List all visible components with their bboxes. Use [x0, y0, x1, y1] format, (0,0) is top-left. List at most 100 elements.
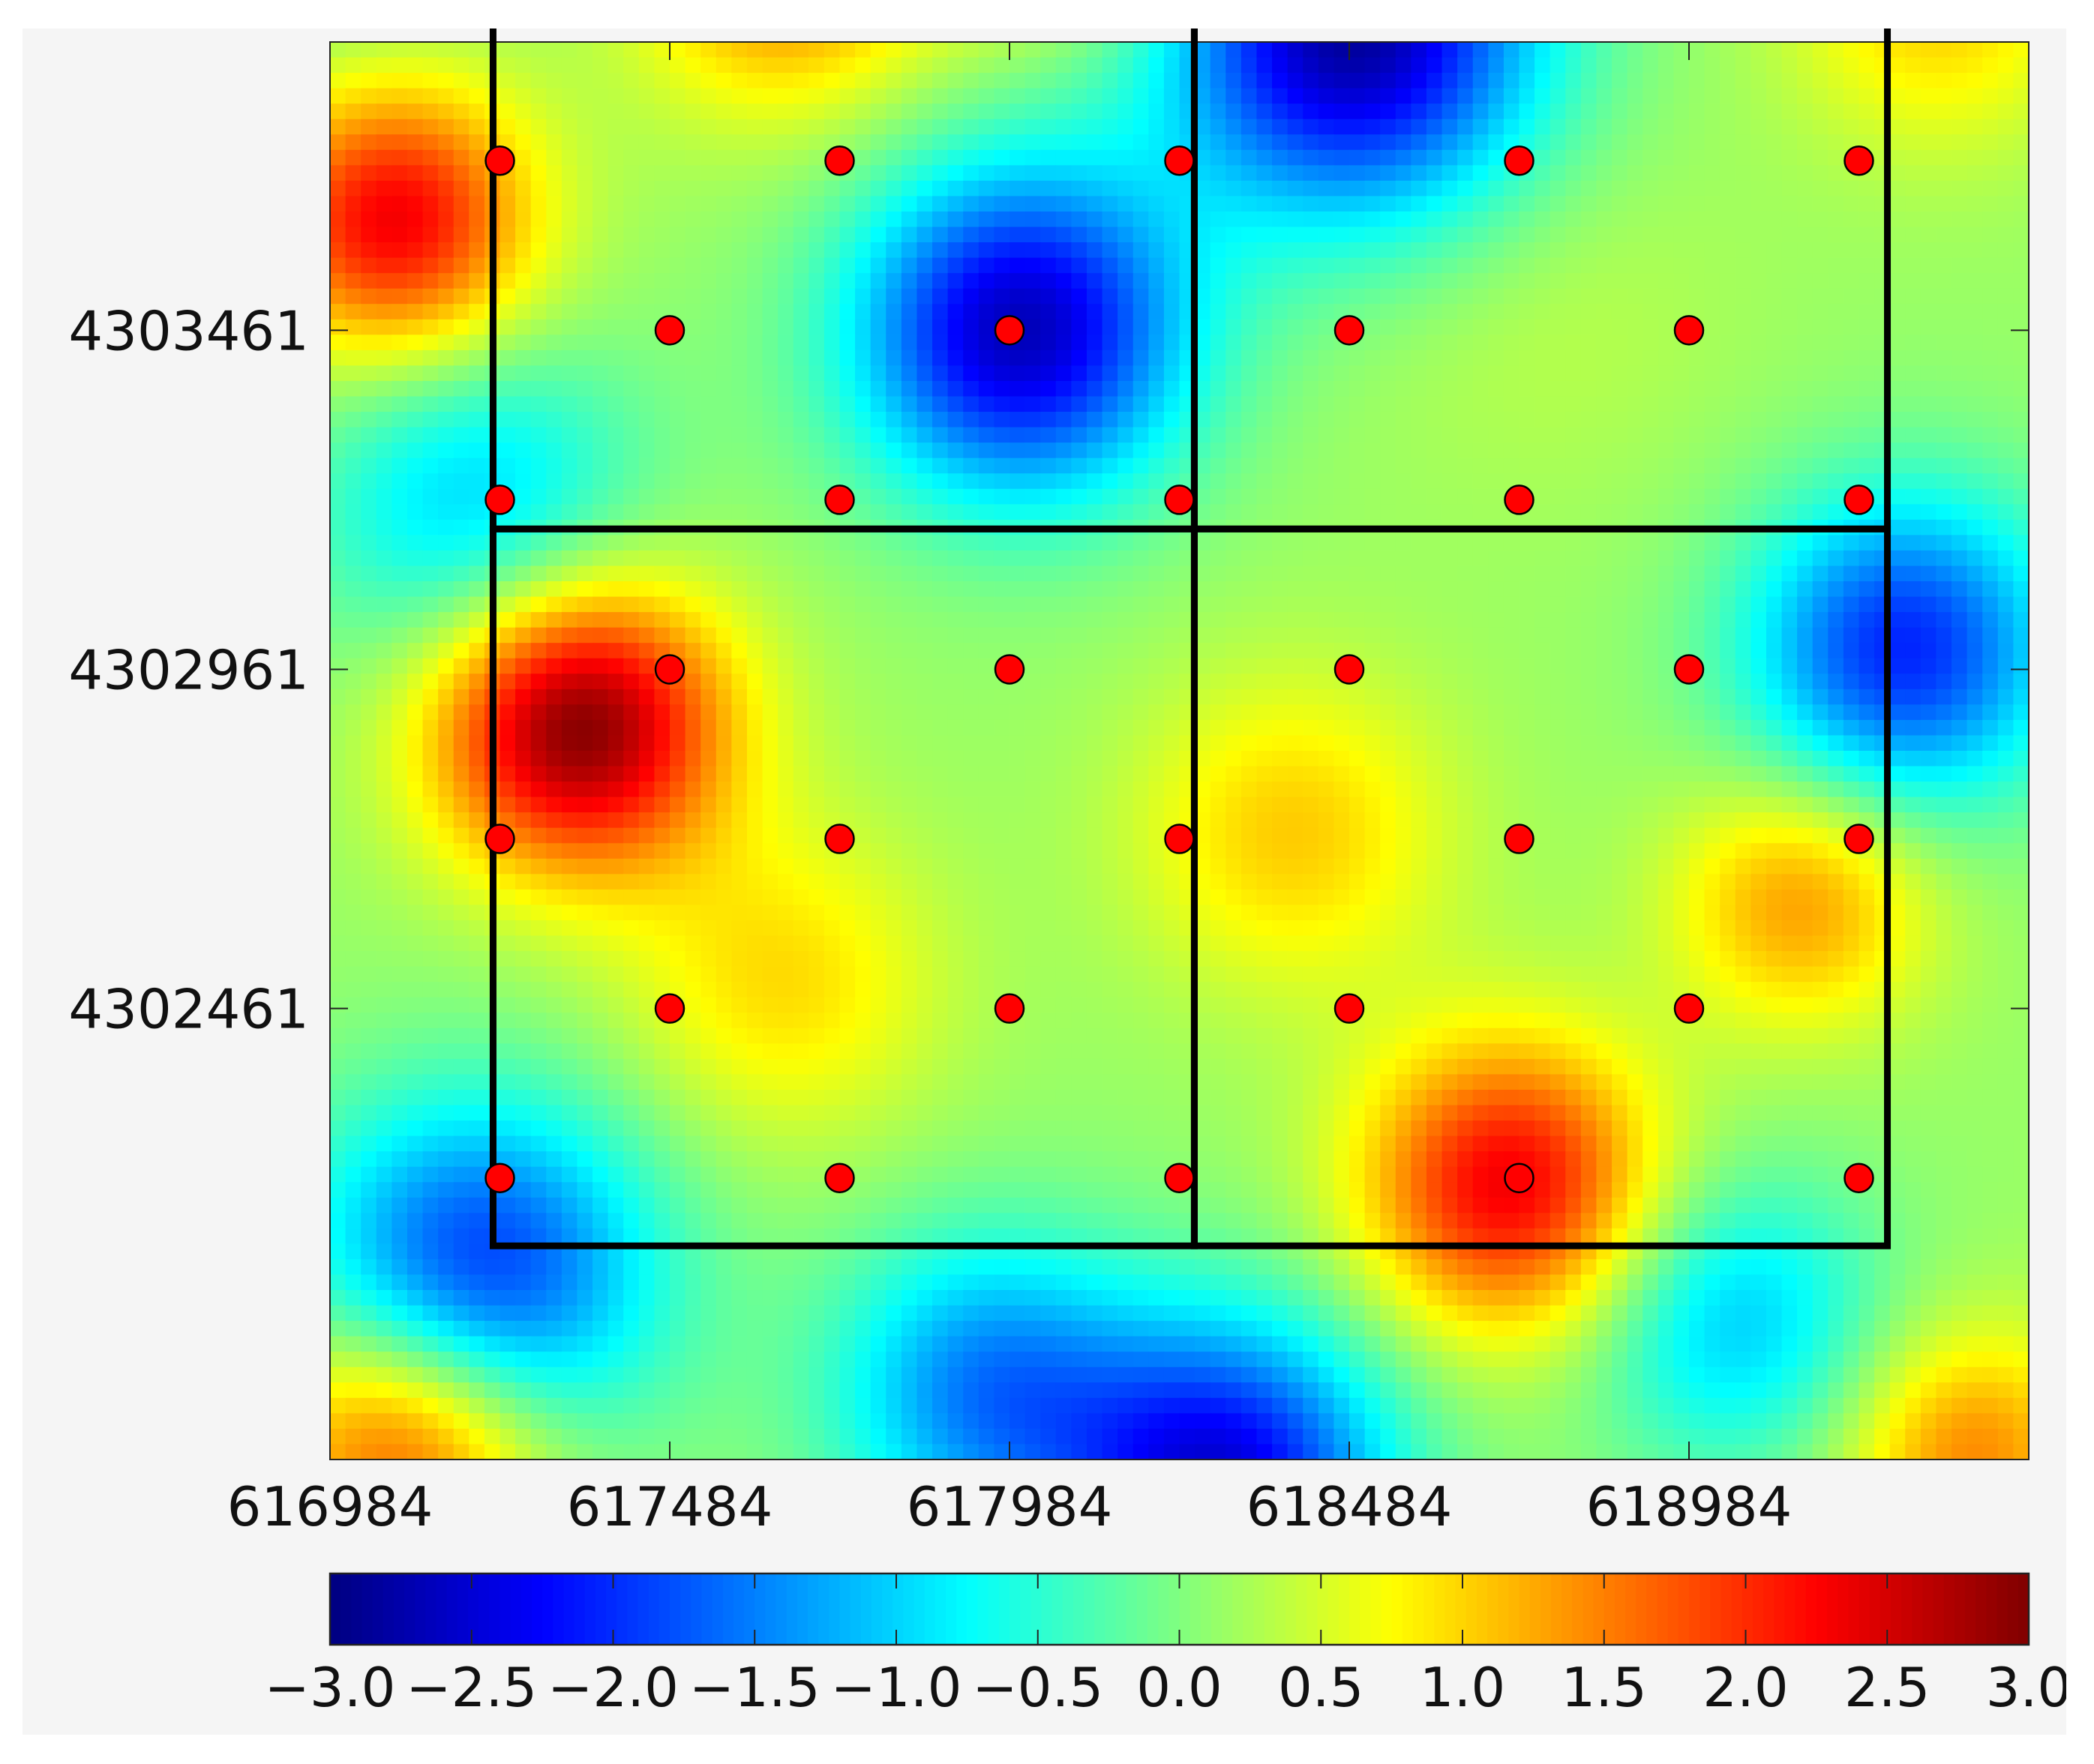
heatmap-cell	[1704, 196, 1720, 212]
heatmap-cell	[870, 596, 886, 613]
heatmap-cell	[1195, 288, 1211, 304]
heatmap-cell	[422, 304, 439, 320]
heatmap-cell	[1010, 396, 1026, 412]
heatmap-cell	[376, 396, 392, 412]
heatmap-cell	[1843, 688, 1860, 705]
heatmap-cell	[1658, 488, 1675, 505]
heatmap-cell	[1673, 688, 1690, 705]
heatmap-cell	[1132, 196, 1149, 212]
heatmap-cell	[500, 319, 516, 335]
heatmap-cell	[376, 674, 392, 690]
heatmap-cell	[469, 149, 485, 166]
heatmap-cell	[1287, 688, 1304, 705]
heatmap-cell	[1210, 350, 1226, 367]
heatmap-cell	[546, 57, 562, 74]
heatmap-cell	[1781, 396, 1798, 412]
heatmap-cell	[762, 57, 778, 74]
heatmap-cell	[1565, 535, 1582, 551]
heatmap-cell	[1303, 288, 1319, 304]
heatmap-cell	[1426, 688, 1443, 705]
heatmap-cell	[1287, 242, 1304, 259]
heatmap-cell	[1689, 581, 1706, 598]
heatmap-cell	[1411, 73, 1427, 89]
heatmap-cell	[886, 427, 902, 443]
heatmap-cell	[716, 88, 732, 104]
heatmap-cell	[670, 273, 686, 290]
heatmap-cell	[608, 273, 624, 290]
heatmap-cell	[453, 73, 470, 89]
heatmap-cell	[1828, 643, 1844, 659]
heatmap-cell	[1303, 319, 1319, 335]
heatmap-cell	[716, 412, 732, 428]
heatmap-cell	[1858, 88, 1875, 104]
heatmap-cell	[1148, 211, 1165, 228]
heatmap-cell	[1132, 581, 1149, 598]
heatmap-cell	[1303, 550, 1319, 567]
heatmap-cell	[1858, 581, 1875, 598]
heatmap-cell	[453, 134, 470, 151]
heatmap-cell	[422, 226, 439, 243]
heatmap-cell	[1364, 412, 1381, 428]
heatmap-cell	[1426, 504, 1443, 520]
heatmap-cell	[1334, 88, 1350, 104]
heatmap-cell	[469, 688, 485, 705]
heatmap-cell	[1472, 165, 1489, 182]
heatmap-cell	[1195, 104, 1211, 120]
heatmap-cell	[1148, 488, 1165, 505]
heatmap-cell	[1086, 288, 1103, 304]
heatmap-cell	[1055, 504, 1072, 520]
heatmap-cell	[1163, 211, 1180, 228]
heatmap-cell	[1997, 350, 2014, 367]
heatmap-cell	[1704, 242, 1720, 259]
heatmap-cell	[1735, 442, 1751, 459]
heatmap-cell	[1272, 535, 1288, 551]
heatmap-cell	[1163, 334, 1180, 351]
heatmap-cell	[839, 180, 856, 197]
heatmap-cell	[963, 380, 980, 398]
heatmap-cell	[1858, 674, 1875, 690]
heatmap-cell	[1673, 427, 1690, 443]
heatmap-cell	[1148, 180, 1165, 197]
heatmap-cell	[1055, 257, 1072, 274]
heatmap-cell	[700, 334, 717, 351]
heatmap-cell	[1055, 380, 1072, 398]
heatmap-cell	[1457, 73, 1474, 89]
heatmap-cell	[1132, 42, 1149, 58]
heatmap-cell	[824, 273, 841, 290]
heatmap-cell	[422, 257, 439, 274]
heatmap-cell	[963, 88, 980, 104]
heatmap-cell	[1024, 42, 1041, 58]
heatmap-cell	[1118, 380, 1134, 398]
heatmap-cell	[1457, 396, 1474, 412]
heatmap-cell	[469, 211, 485, 228]
heatmap-cell	[345, 504, 362, 520]
heatmap-cell	[963, 427, 980, 443]
heatmap-cell	[1364, 104, 1381, 120]
heatmap-cell	[1704, 104, 1720, 120]
heatmap-cell	[746, 627, 764, 644]
heatmap-cell	[1272, 288, 1288, 304]
heatmap-cell	[901, 57, 918, 74]
heatmap-cell	[1411, 473, 1427, 490]
heatmap-cell	[546, 273, 562, 290]
heatmap-cell	[886, 334, 902, 351]
heatmap-cell	[1596, 196, 1612, 212]
heatmap-cell	[500, 118, 516, 135]
heatmap-cell	[1936, 288, 1952, 304]
heatmap-cell	[577, 674, 593, 690]
heatmap-cell	[1195, 273, 1211, 290]
heatmap-cell	[1240, 504, 1258, 520]
heatmap-cell	[1272, 104, 1288, 120]
heatmap-cell	[1010, 73, 1026, 89]
heatmap-cell	[1905, 304, 1922, 320]
heatmap-cell	[1349, 134, 1366, 151]
heatmap-cell	[469, 535, 485, 551]
heatmap-cell	[778, 627, 794, 644]
heatmap-cell	[2013, 412, 2030, 428]
heatmap-cell	[1673, 627, 1690, 644]
heatmap-cell	[916, 273, 933, 290]
heatmap-cell	[1889, 104, 1906, 120]
heatmap-cell	[577, 643, 593, 659]
heatmap-cell	[1704, 550, 1720, 567]
heatmap-cell	[1240, 365, 1258, 382]
